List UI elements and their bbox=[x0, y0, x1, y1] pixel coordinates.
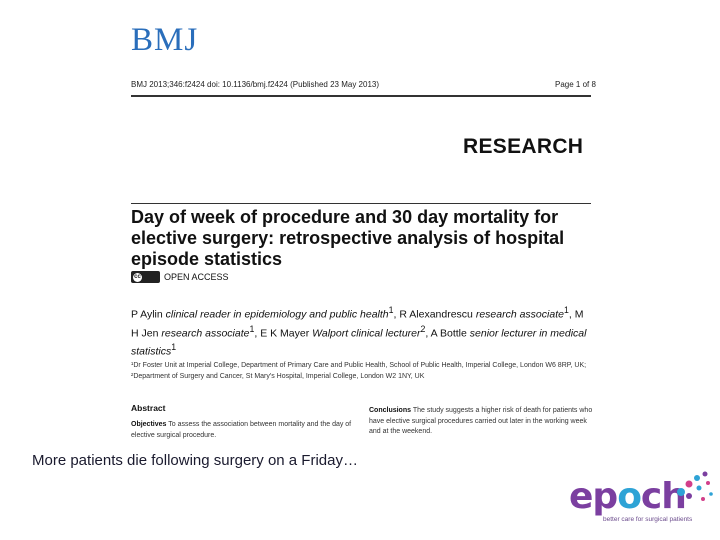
affiliations: ¹Dr Foster Unit at Imperial College, Dep… bbox=[131, 362, 587, 380]
page-number: Page 1 of 8 bbox=[555, 80, 596, 89]
objectives: Objectives To assess the association bet… bbox=[131, 421, 352, 439]
citation-line: BMJ 2013;346:f2424 doi: 10.1136/bmj.f242… bbox=[131, 80, 380, 89]
bmj-logo: BMJ bbox=[131, 22, 199, 58]
epoch-wordmark: epoch bbox=[569, 476, 687, 517]
epoch-logo: epoch better care for surgical patients bbox=[567, 470, 717, 530]
section-label: RESEARCH bbox=[463, 135, 584, 158]
abstract-heading: Abstract bbox=[131, 403, 166, 413]
epoch-tagline: better care for surgical patients bbox=[603, 516, 693, 523]
conclusions: Conclusions The study suggests a higher … bbox=[369, 407, 593, 435]
creative-commons-icon: cc bbox=[131, 271, 160, 283]
author-list: P Aylin clinical reader in epidemiology … bbox=[131, 305, 587, 358]
open-access-label: OPEN ACCESS bbox=[164, 272, 229, 282]
slide-caption: More patients die following surgery on a… bbox=[32, 452, 358, 469]
header-rule bbox=[131, 95, 591, 97]
article-title: Day of week of procedure and 30 day mort… bbox=[131, 207, 565, 269]
epoch-dots-icon bbox=[677, 471, 713, 501]
title-rule bbox=[131, 203, 591, 204]
